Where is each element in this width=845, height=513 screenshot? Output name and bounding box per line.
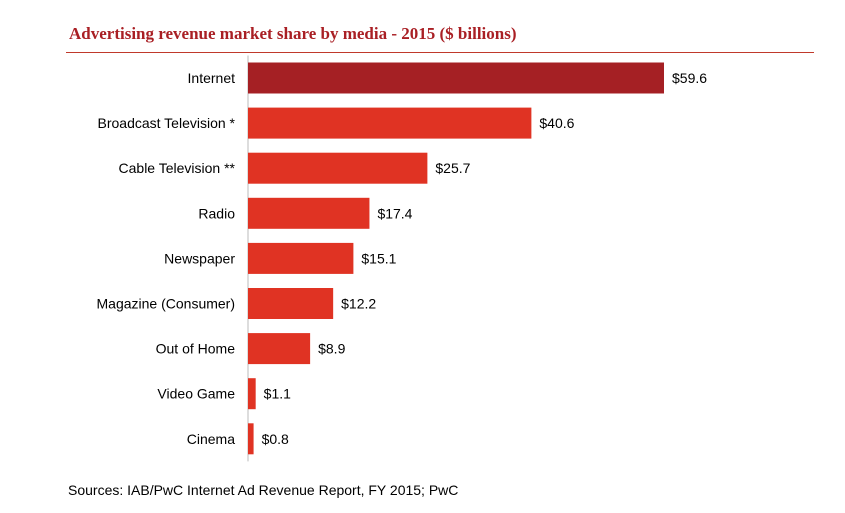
category-label: Internet xyxy=(188,70,236,86)
category-label: Cinema xyxy=(187,431,235,447)
bar xyxy=(248,288,334,319)
bar xyxy=(248,107,532,139)
data-label: $0.8 xyxy=(262,431,289,447)
data-label: $1.1 xyxy=(264,386,291,402)
data-label: $25.7 xyxy=(435,160,470,176)
bar xyxy=(248,152,428,184)
category-label: Cable Television ** xyxy=(119,160,236,176)
bar xyxy=(248,423,254,455)
bar xyxy=(248,62,664,94)
category-label: Newspaper xyxy=(164,250,235,266)
bar xyxy=(248,333,311,365)
category-label: Broadcast Television * xyxy=(98,115,236,131)
bar-chart: Internet $59.6 Broadcast Television * $40.6… xyxy=(97,55,707,462)
source-note: Sources: IAB/PwC Internet Ad Revenue Rep… xyxy=(68,482,459,498)
category-label: Out of Home xyxy=(156,341,236,357)
category-label: Radio xyxy=(198,205,235,221)
bar xyxy=(248,378,256,410)
data-label: $17.4 xyxy=(377,205,412,221)
category-label: Video Game xyxy=(157,386,235,402)
title-divider xyxy=(66,52,814,53)
data-label: $15.1 xyxy=(361,250,396,266)
data-label: $40.6 xyxy=(539,115,574,131)
data-label: $59.6 xyxy=(672,70,707,86)
data-label: $12.2 xyxy=(341,296,376,312)
bar xyxy=(248,242,354,274)
bar xyxy=(248,197,370,229)
category-label: Magazine (Consumer) xyxy=(97,296,236,312)
chart-title: Advertising revenue market share by medi… xyxy=(69,24,517,43)
data-label: $8.9 xyxy=(318,341,345,357)
